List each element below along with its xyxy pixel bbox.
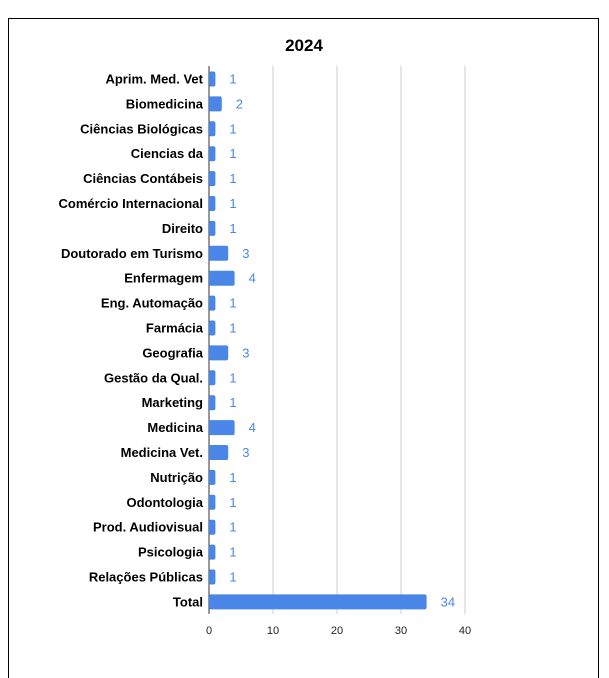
bar	[209, 245, 229, 261]
data-label: 1	[229, 221, 236, 236]
chart-frame: 2024 Aprim. Med. Vet Biomedicina Ciências …	[8, 18, 599, 678]
bar	[209, 370, 216, 386]
bar	[209, 220, 216, 236]
x-tick-label: 30	[395, 625, 407, 637]
category-label: Total	[173, 594, 203, 609]
data-label: 1	[229, 72, 236, 87]
data-label: 1	[229, 395, 236, 410]
bar	[209, 445, 229, 460]
bar	[209, 569, 216, 585]
category-label: Doutorado em Turismo	[61, 246, 203, 261]
data-label: 4	[249, 271, 256, 286]
bar	[209, 544, 216, 560]
category-label: Eng. Automação	[101, 296, 203, 311]
data-label: 1	[229, 121, 236, 136]
bar	[209, 196, 216, 211]
bar	[209, 345, 229, 361]
bar	[209, 171, 216, 187]
data-label: 1	[229, 321, 236, 336]
data-label: 1	[229, 146, 236, 161]
data-label: 2	[236, 96, 243, 111]
data-label: 1	[229, 171, 236, 186]
data-label: 1	[229, 520, 236, 535]
data-label: 3	[242, 345, 249, 360]
category-label: Biomedicina	[126, 96, 204, 111]
category-label: Marketing	[142, 395, 203, 410]
bar	[209, 270, 235, 286]
category-label: Prod. Audiovisual	[93, 520, 203, 535]
bar	[209, 121, 216, 137]
category-label: Relações Públicas	[89, 570, 203, 585]
x-tick-label: 40	[459, 625, 471, 637]
data-label: 1	[229, 196, 236, 211]
data-label: 1	[229, 370, 236, 385]
category-label: Odontologia	[126, 495, 203, 510]
bar	[209, 594, 427, 610]
bar	[209, 420, 235, 436]
category-label: Ciências Biológicas	[80, 121, 203, 136]
category-label: Direito	[162, 221, 203, 236]
bars	[209, 71, 427, 610]
data-label: 34	[441, 594, 455, 609]
category-label: Medicina Vet.	[121, 445, 203, 460]
bar	[209, 146, 216, 162]
category-label: Enfermagem	[124, 271, 203, 286]
bar	[209, 469, 216, 485]
data-label: 1	[229, 570, 236, 585]
x-axis-ticks: 0 10 20 30 40	[206, 625, 471, 637]
category-label: Aprim. Med. Vet	[105, 72, 203, 87]
bar	[209, 295, 216, 311]
bar	[209, 519, 216, 535]
category-label: Comércio Internacional	[59, 196, 203, 211]
x-tick-label: 20	[331, 625, 343, 637]
bar	[209, 71, 216, 87]
category-label: Psicologia	[138, 545, 204, 560]
bar	[209, 395, 216, 411]
category-label: Ciencias da	[131, 146, 204, 161]
data-label: 1	[229, 545, 236, 560]
bar	[209, 96, 222, 112]
category-label: Geografia	[142, 345, 203, 360]
grid-lines	[208, 66, 466, 614]
data-label: 3	[242, 246, 249, 261]
category-labels: Aprim. Med. Vet Biomedicina Ciências Bioló…	[59, 72, 204, 610]
category-label: Nutrição	[150, 470, 203, 485]
data-label: 4	[249, 420, 256, 435]
category-label: Ciências Contábeis	[83, 171, 203, 186]
bar	[209, 320, 216, 336]
x-tick-label: 10	[267, 625, 279, 637]
data-label: 1	[229, 495, 236, 510]
data-label: 1	[229, 296, 236, 311]
bar	[209, 494, 216, 510]
category-label: Gestão da Qual.	[104, 370, 203, 385]
chart-title: 2024	[285, 36, 323, 55]
data-label: 3	[242, 445, 249, 460]
category-label: Medicina	[147, 420, 203, 435]
x-tick-label: 0	[206, 625, 212, 637]
bar-chart: 2024 Aprim. Med. VetBiomedicinaCiências …	[59, 36, 472, 637]
data-label: 1	[229, 470, 236, 485]
category-label: Farmácia	[146, 321, 204, 336]
